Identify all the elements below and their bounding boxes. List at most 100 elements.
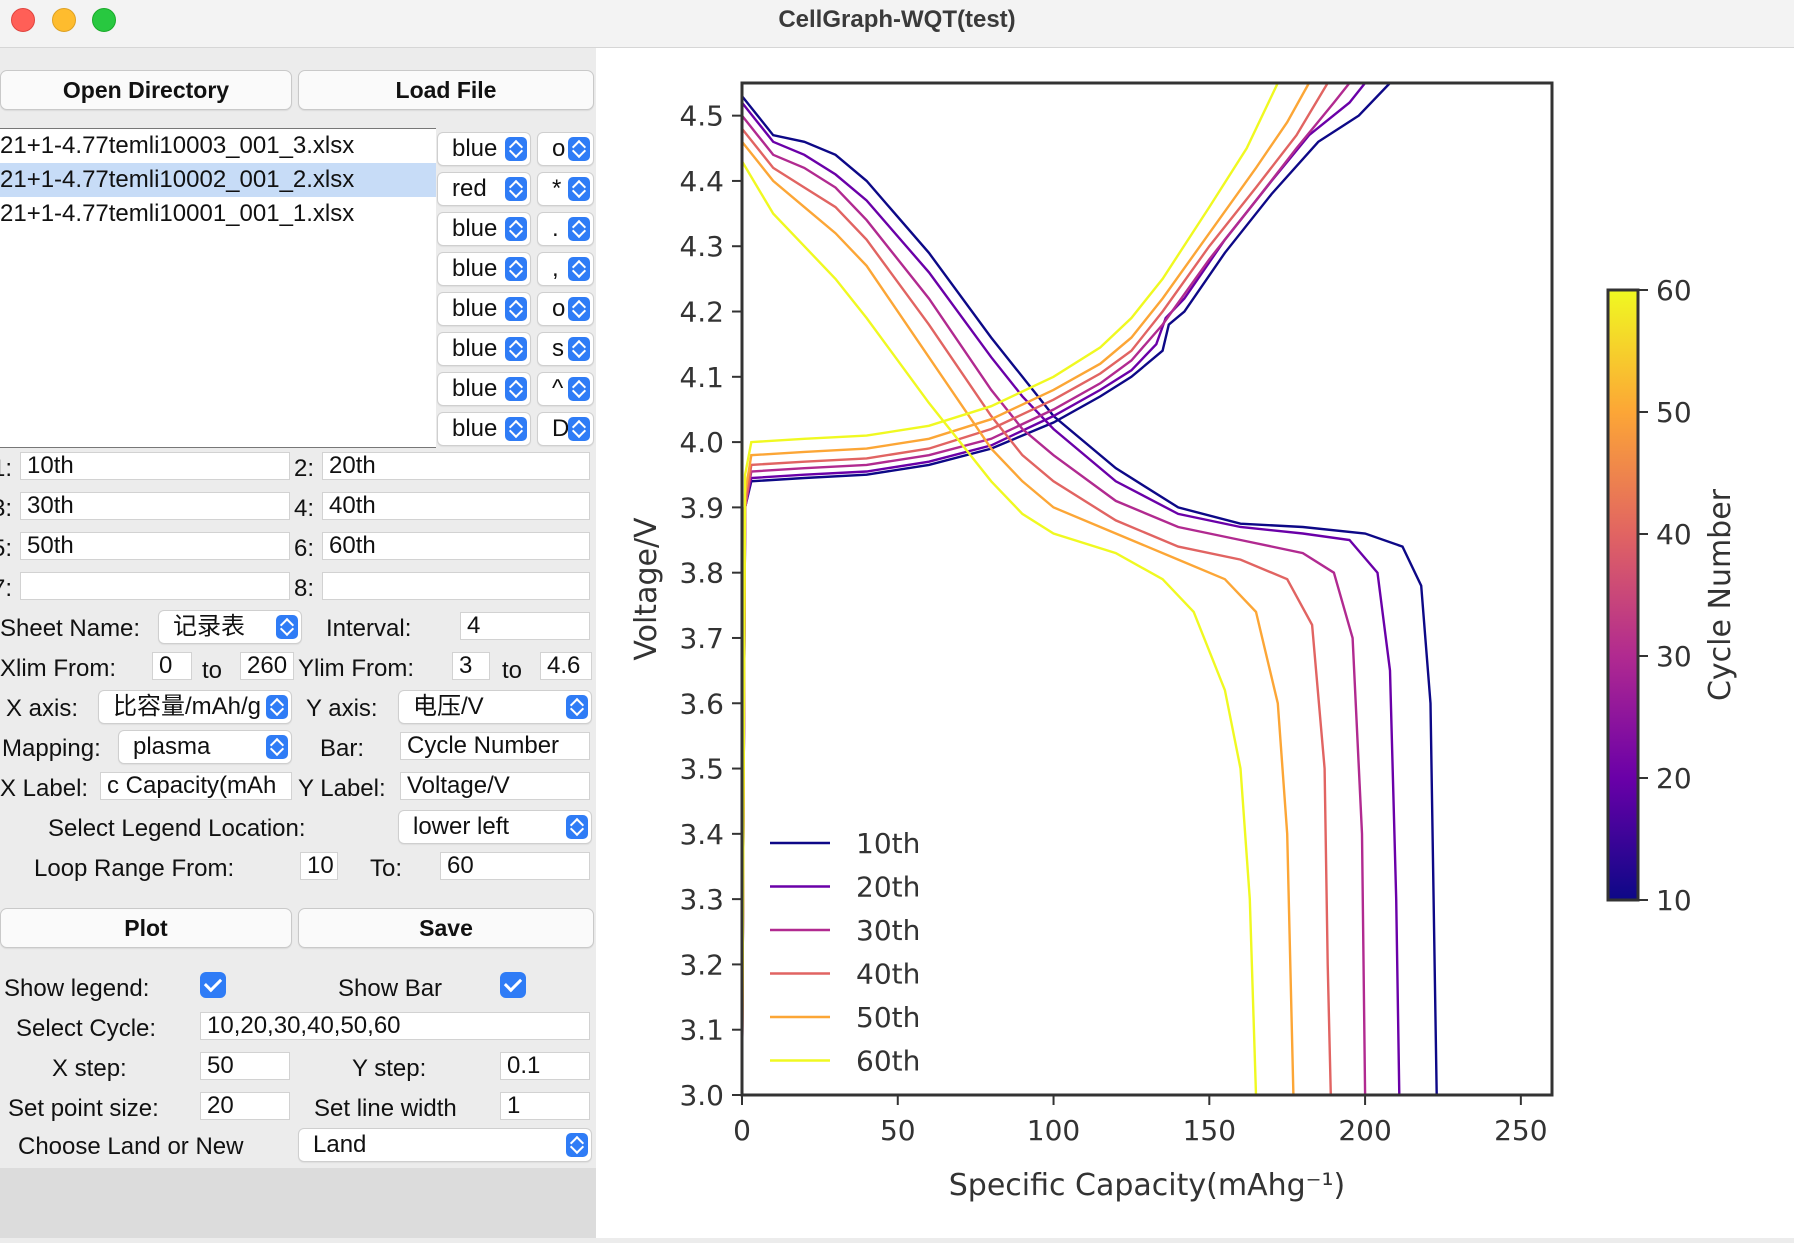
file-list[interactable]: 21+1-4.77temli10003_001_3.xlsx 21+1-4.77t… — [0, 128, 436, 448]
series-marker-select[interactable]: o — [537, 132, 594, 166]
x-axis-select[interactable]: 比容量/mAh/g — [98, 690, 292, 724]
legend-location-select[interactable]: lower left — [398, 810, 592, 844]
y-tick-label: 3.6 — [679, 687, 724, 720]
legend-entry-label: 30th — [856, 914, 920, 947]
mapping-select[interactable]: plasma — [118, 730, 292, 764]
chevron-updown-icon — [505, 137, 527, 161]
colorbar: 10 20 30 40 50 60 — [1606, 274, 1692, 917]
chevron-updown-icon — [566, 815, 588, 839]
chevron-updown-icon — [568, 217, 590, 241]
show-legend-checkbox[interactable] — [200, 972, 226, 998]
ylim-from-input[interactable]: 3 — [452, 652, 490, 680]
xlim-to-input[interactable]: 260 — [240, 652, 294, 680]
y-tick-label: 3.3 — [679, 883, 724, 916]
x-step-label: X step: — [52, 1055, 127, 1082]
load-file-button[interactable]: Load File — [298, 70, 594, 110]
x-step-input[interactable]: 50 — [200, 1052, 290, 1080]
plot-area: 0 50 100 150 200 250 3.0 3.1 3.2 3.3 3.4 3.5 3.6 3.7 3… — [596, 48, 1794, 1238]
point-size-input[interactable]: 20 — [200, 1092, 290, 1120]
colorbar-title: Cycle Number — [1703, 488, 1738, 701]
series-line-discharge — [740, 160, 1258, 1096]
y-tick-label: 3.1 — [679, 1014, 724, 1047]
chevron-updown-icon — [568, 297, 590, 321]
legend-field-input[interactable]: 10th — [20, 452, 290, 480]
series-marker-select[interactable]: . — [537, 212, 594, 246]
series-marker-select[interactable]: * — [537, 172, 594, 206]
x-tick-label: 150 — [1183, 1114, 1236, 1147]
series-line-charge — [740, 82, 1391, 1096]
colorbar-tick-label: 20 — [1656, 762, 1692, 795]
series-color-select[interactable]: blue — [437, 372, 531, 406]
xlim-from-input[interactable]: 0 — [152, 652, 192, 680]
ylabel-input[interactable]: Voltage/V — [400, 772, 590, 800]
legend-location-value: lower left — [413, 813, 510, 840]
legend-field-label: 3: — [0, 495, 13, 522]
show-bar-checkbox[interactable] — [500, 972, 526, 998]
y-step-input[interactable]: 0.1 — [500, 1052, 590, 1080]
series-color-select[interactable]: blue — [437, 292, 531, 326]
loop-to-input[interactable]: 60 — [440, 852, 590, 880]
legend-location-label: Select Legend Location: — [48, 815, 306, 842]
chevron-updown-icon — [505, 257, 527, 281]
interval-input[interactable]: 4 — [460, 612, 590, 640]
series-color-select[interactable]: blue — [437, 212, 531, 246]
series-color-value: blue — [452, 375, 498, 402]
line-width-input[interactable]: 1 — [500, 1092, 590, 1120]
xlabel-input[interactable]: c Capacity(mAh — [100, 772, 292, 800]
legend-field-input[interactable]: 50th — [20, 532, 290, 560]
y-axis-title: Voltage/V — [629, 517, 664, 661]
x-axis-value: 比容量/mAh/g — [113, 693, 262, 720]
series-marker-select[interactable]: ^ — [537, 372, 594, 406]
ylim-to-input[interactable]: 4.6 — [540, 652, 592, 680]
legend-field-input[interactable]: 30th — [20, 492, 290, 520]
open-directory-button[interactable]: Open Directory — [0, 70, 292, 110]
panel-footer — [0, 1168, 596, 1238]
y-tick-label: 3.4 — [679, 818, 724, 851]
legend-field-input[interactable] — [322, 572, 590, 600]
legend: 10th 20th 30th 40th 50th 60th — [770, 827, 920, 1078]
plot-button[interactable]: Plot — [0, 908, 292, 948]
series-color-select[interactable]: blue — [437, 412, 531, 446]
file-list-item[interactable]: 21+1-4.77temli10003_001_3.xlsx — [0, 132, 355, 159]
colorbar-tick-label: 50 — [1656, 396, 1692, 429]
close-window-icon[interactable] — [11, 8, 35, 32]
zoom-window-icon[interactable] — [92, 8, 116, 32]
ylabel-label: Y Label: — [298, 775, 386, 802]
y-axis-select[interactable]: 电压/V — [398, 690, 592, 724]
legend-field-input[interactable]: 60th — [322, 532, 590, 560]
chevron-updown-icon — [568, 177, 590, 201]
series-color-select[interactable]: blue — [437, 132, 531, 166]
sheet-name-value: 记录表 — [173, 613, 245, 640]
save-button[interactable]: Save — [298, 908, 594, 948]
bar-input[interactable]: Cycle Number — [400, 732, 590, 760]
chevron-updown-icon — [568, 137, 590, 161]
legend-field-input[interactable]: 40th — [322, 492, 590, 520]
legend-entry-label: 60th — [856, 1045, 920, 1078]
x-tick-label: 200 — [1338, 1114, 1391, 1147]
series-color-select[interactable]: blue — [437, 332, 531, 366]
land-or-new-select[interactable]: Land — [298, 1128, 592, 1162]
minimize-window-icon[interactable] — [52, 8, 76, 32]
series-color-select[interactable]: blue — [437, 252, 531, 286]
ylim-from-label: Ylim From: — [298, 655, 414, 682]
chevron-updown-icon — [505, 297, 527, 321]
series-marker-select[interactable]: D — [537, 412, 594, 446]
colorbar-tick-label: 40 — [1656, 518, 1692, 551]
series-marker-select[interactable]: o — [537, 292, 594, 326]
series-marker-select[interactable]: s — [537, 332, 594, 366]
loop-from-input[interactable]: 10 — [300, 852, 338, 880]
file-list-item[interactable]: 21+1-4.77temli10002_001_2.xlsx — [0, 163, 436, 197]
xlabel-label: X Label: — [0, 775, 89, 802]
interval-label: Interval: — [326, 615, 412, 642]
file-list-item[interactable]: 21+1-4.77temli10001_001_1.xlsx — [0, 200, 355, 227]
select-cycle-input[interactable]: 10,20,30,40,50,60 — [200, 1012, 590, 1040]
sheet-name-select[interactable]: 记录表 — [158, 610, 302, 644]
series-marker-select[interactable]: , — [537, 252, 594, 286]
colorbar-tick-label: 30 — [1656, 640, 1692, 673]
legend-field-input[interactable]: 20th — [322, 452, 590, 480]
mapping-label: Mapping: — [2, 735, 101, 762]
legend-field-input[interactable] — [20, 572, 290, 600]
legend-field-label: 7: — [0, 575, 13, 602]
series-color-select[interactable]: red — [437, 172, 531, 206]
loop-range-from-label: Loop Range From: — [34, 855, 235, 882]
